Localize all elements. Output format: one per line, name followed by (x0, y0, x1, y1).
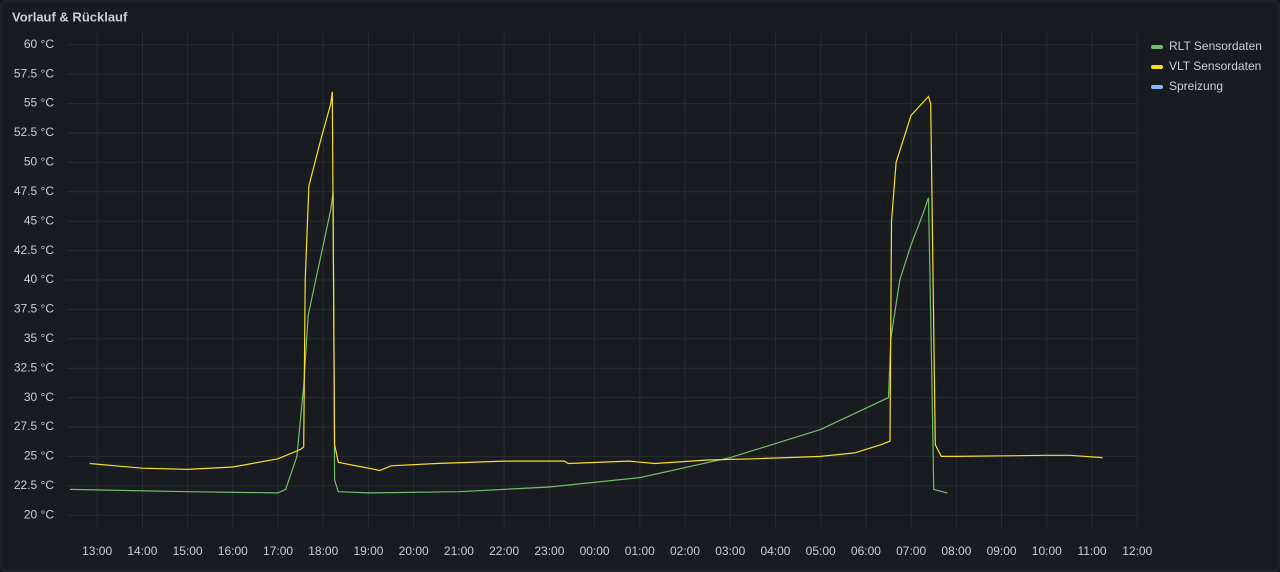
x-tick-label: 03:00 (715, 544, 745, 558)
series-line (89, 91, 1103, 472)
x-tick-label: 18:00 (308, 544, 338, 558)
legend-swatch (1151, 85, 1163, 89)
x-tick-label: 16:00 (218, 544, 248, 558)
legend-label: RLT Sensordaten (1169, 39, 1262, 53)
y-tick-label: 37.5 °C (14, 302, 54, 316)
y-tick-label: 22.5 °C (14, 478, 54, 492)
legend-swatch (1151, 45, 1163, 49)
x-tick-label: 00:00 (580, 544, 610, 558)
x-tick-label: 22:00 (489, 544, 519, 558)
y-tick-label: 52.5 °C (14, 125, 54, 139)
series-line (69, 191, 948, 494)
legend-label: Spreizung (1169, 79, 1223, 93)
x-tick-label: 04:00 (760, 544, 790, 558)
y-tick-label: 20 °C (24, 507, 54, 521)
x-tick-label: 02:00 (670, 544, 700, 558)
x-tick-label: 12:00 (1122, 544, 1152, 558)
x-tick-label: 20:00 (399, 544, 429, 558)
y-tick-label: 32.5 °C (14, 360, 54, 374)
x-tick-label: 15:00 (173, 544, 203, 558)
chart-title: Vorlauf & Rücklauf (12, 9, 128, 24)
y-tick-label: 60 °C (24, 37, 54, 51)
y-tick-label: 42.5 °C (14, 243, 54, 257)
x-tick-label: 13:00 (82, 544, 112, 558)
x-tick-label: 23:00 (534, 544, 564, 558)
legend-swatch (1151, 65, 1163, 69)
y-tick-label: 57.5 °C (14, 66, 54, 80)
x-tick-label: 17:00 (263, 544, 293, 558)
x-tick-label: 07:00 (896, 544, 926, 558)
x-tick-label: 19:00 (353, 544, 383, 558)
y-tick-label: 45 °C (24, 213, 54, 227)
x-tick-label: 10:00 (1032, 544, 1062, 558)
y-tick-label: 27.5 °C (14, 419, 54, 433)
y-tick-label: 55 °C (24, 96, 54, 110)
y-tick-label: 35 °C (24, 331, 54, 345)
x-tick-label: 14:00 (127, 544, 157, 558)
x-tick-label: 11:00 (1077, 544, 1106, 558)
y-tick-label: 50 °C (24, 155, 54, 169)
y-tick-label: 30 °C (24, 390, 54, 404)
x-tick-label: 08:00 (941, 544, 971, 558)
x-tick-label: 01:00 (625, 544, 655, 558)
x-tick-label: 09:00 (987, 544, 1017, 558)
x-tick-label: 06:00 (851, 544, 881, 558)
x-tick-label: 21:00 (444, 544, 474, 558)
y-tick-label: 25 °C (24, 449, 54, 463)
y-tick-label: 40 °C (24, 272, 54, 286)
legend-label: VLT Sensordaten (1169, 59, 1261, 73)
y-tick-label: 47.5 °C (14, 184, 54, 198)
x-tick-label: 05:00 (806, 544, 836, 558)
